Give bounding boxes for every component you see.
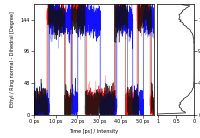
X-axis label: Time [ps] / Intensity: Time [ps] / Intensity <box>69 129 118 134</box>
Y-axis label: Ethyl / Ring normal - Dihedral [Degree]: Ethyl / Ring normal - Dihedral [Degree] <box>10 11 15 107</box>
